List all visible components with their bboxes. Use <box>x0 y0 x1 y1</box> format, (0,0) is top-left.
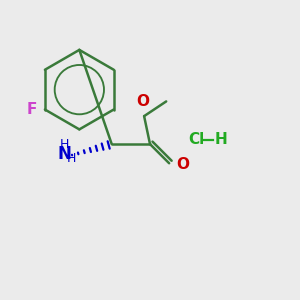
Text: N: N <box>58 146 71 164</box>
Text: F: F <box>26 102 37 117</box>
Text: O: O <box>176 157 190 172</box>
Text: H: H <box>67 152 76 165</box>
Text: H: H <box>60 138 69 151</box>
Text: H: H <box>215 132 227 147</box>
Text: Cl: Cl <box>188 132 205 147</box>
Text: O: O <box>136 94 149 109</box>
